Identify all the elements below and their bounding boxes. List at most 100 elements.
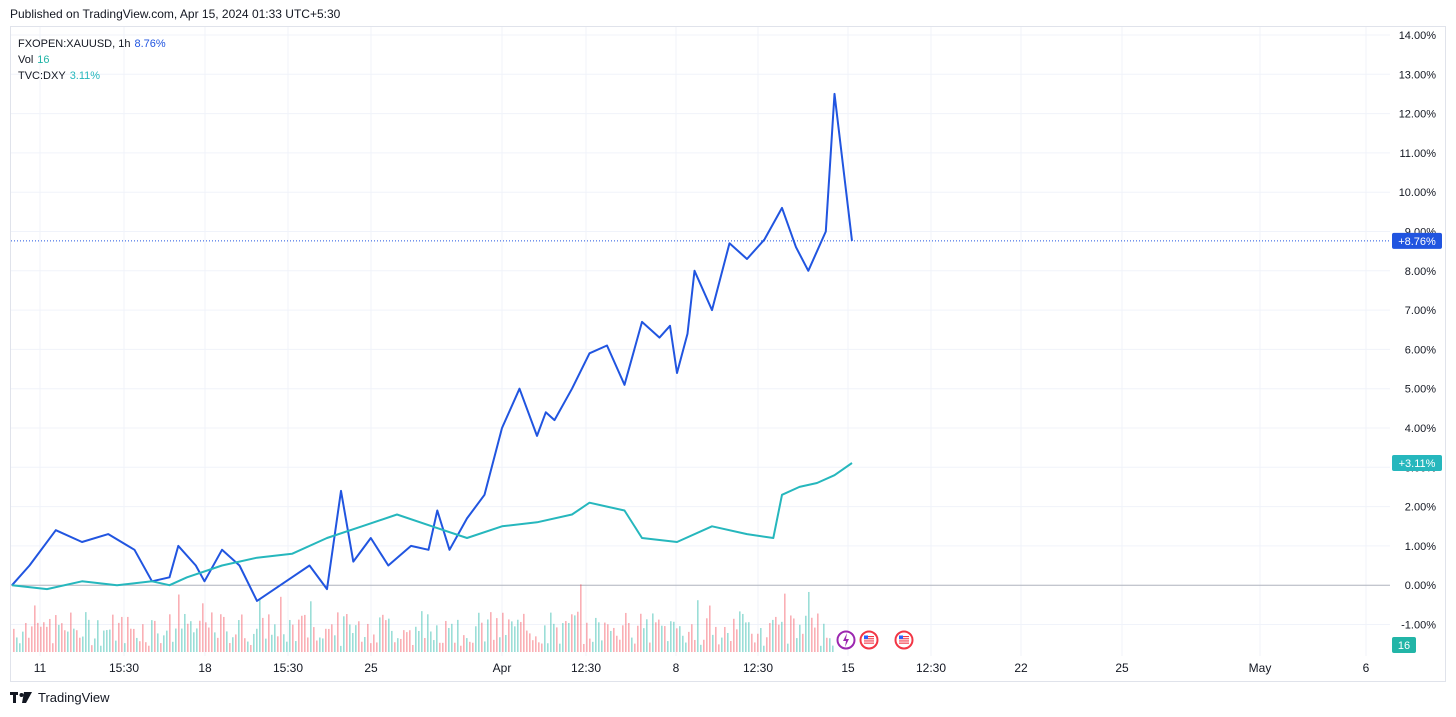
volume-bar [307,637,309,652]
volume-bar [208,627,210,652]
volume-bar [553,623,555,652]
volume-bar [427,614,429,652]
volume-bar [370,643,372,652]
volume-bar [544,625,546,652]
volume-bar [691,624,693,652]
volume-bar [328,628,330,652]
volume-bar [466,638,468,652]
volume-bar [73,628,75,652]
volume-bar [436,625,438,652]
volume-bar [70,612,72,652]
y-tick-label: 6.00% [1405,344,1436,356]
volume-bar [358,621,360,652]
volume-bar [316,640,318,652]
volume-bar [211,612,213,652]
volume-bar [115,640,117,652]
tradingview-logo-icon [10,691,32,703]
volume-bar [268,614,270,652]
volume-bar [541,643,543,652]
volume-bar [106,630,108,652]
volume-bar [25,622,27,652]
volume-bar [514,626,516,652]
volume-bar [637,625,639,652]
footer-brand[interactable]: TradingView [38,690,110,705]
series-lines [11,92,1390,602]
volume-bar [832,645,834,652]
volume-bar [382,614,384,652]
volume-bar [16,637,18,652]
y-tick-label: 1.00% [1405,541,1436,553]
volume-bar [811,617,813,652]
volume-bar [688,631,690,652]
volume-bar [196,628,198,652]
x-tick-label: May [1249,661,1272,675]
volume-bar [622,625,624,652]
y-tick-label: -1.00% [1401,620,1436,632]
y-tick-label: 7.00% [1405,305,1436,317]
volume-bar [661,625,663,652]
volume-bar [133,628,135,652]
volume-bar [652,613,654,652]
volume-bar [325,628,327,652]
volume-bar [148,645,150,652]
volume-bar [415,626,417,652]
volume-bar [589,638,591,652]
y-tick-label: 0.00% [1405,580,1436,592]
chart-frame [10,26,1446,682]
legend-row-dxy[interactable]: TVC:DXY 3.11% [18,68,166,84]
volume-bar [442,642,444,652]
y-tick-label: 11.00% [1400,148,1437,160]
legend-row-vol[interactable]: Vol 16 [18,52,166,68]
volume-bar [199,620,201,652]
volume-bar [814,627,816,652]
flag-stripe [899,640,909,642]
volume-bar [433,640,435,652]
volume-bar [193,632,195,652]
volume-bar [142,624,144,652]
volume-bar [628,622,630,652]
published-header: Published on TradingView.com, Apr 15, 20… [10,7,341,21]
volume-bar [64,630,66,652]
volume-bar [523,613,525,652]
volume-bar [559,643,561,652]
volume-bar [475,626,477,652]
volume-bar [58,624,60,652]
volume-bar [40,626,42,652]
volume-bar [343,616,345,652]
volume-bar [331,624,333,652]
volume-bar [685,642,687,652]
volume-bar [439,642,441,652]
y-tick-label: 4.00% [1405,423,1436,435]
volume-bar [205,622,207,652]
legend-row-xau[interactable]: FXOPEN:XAUUSD, 1h 8.76% [18,36,166,52]
volume-bar [250,644,252,652]
volume-bar [739,611,741,652]
volume-bar [451,623,453,652]
volume-bar [202,603,204,652]
chart-legend: FXOPEN:XAUUSD, 1h 8.76% Vol 16 TVC:DXY 3.11… [18,36,166,84]
us-flag-icon [859,630,879,650]
volume-bar [190,621,192,652]
x-tick-label: 18 [198,661,212,675]
volume-bar [568,622,570,652]
volume-bar [187,623,189,652]
volume-bar [496,618,498,652]
volume-bar [469,641,471,652]
volume-bar [796,638,798,652]
volume-bar [322,638,324,652]
xau-price-badge-bg [1392,232,1442,249]
volume-bar [145,642,147,652]
volume-bar [166,630,168,652]
volume-bar [463,635,465,652]
x-tick-label: 25 [364,661,378,675]
volume-bar [673,621,675,652]
volume-bar [829,638,831,652]
volume-bar [649,642,651,652]
volume-bar [265,638,267,652]
volume-bar [163,635,165,652]
volume-bar [595,617,597,652]
volume-bar [85,612,87,652]
volume-bar [232,637,234,652]
flag-stripe [864,636,874,638]
